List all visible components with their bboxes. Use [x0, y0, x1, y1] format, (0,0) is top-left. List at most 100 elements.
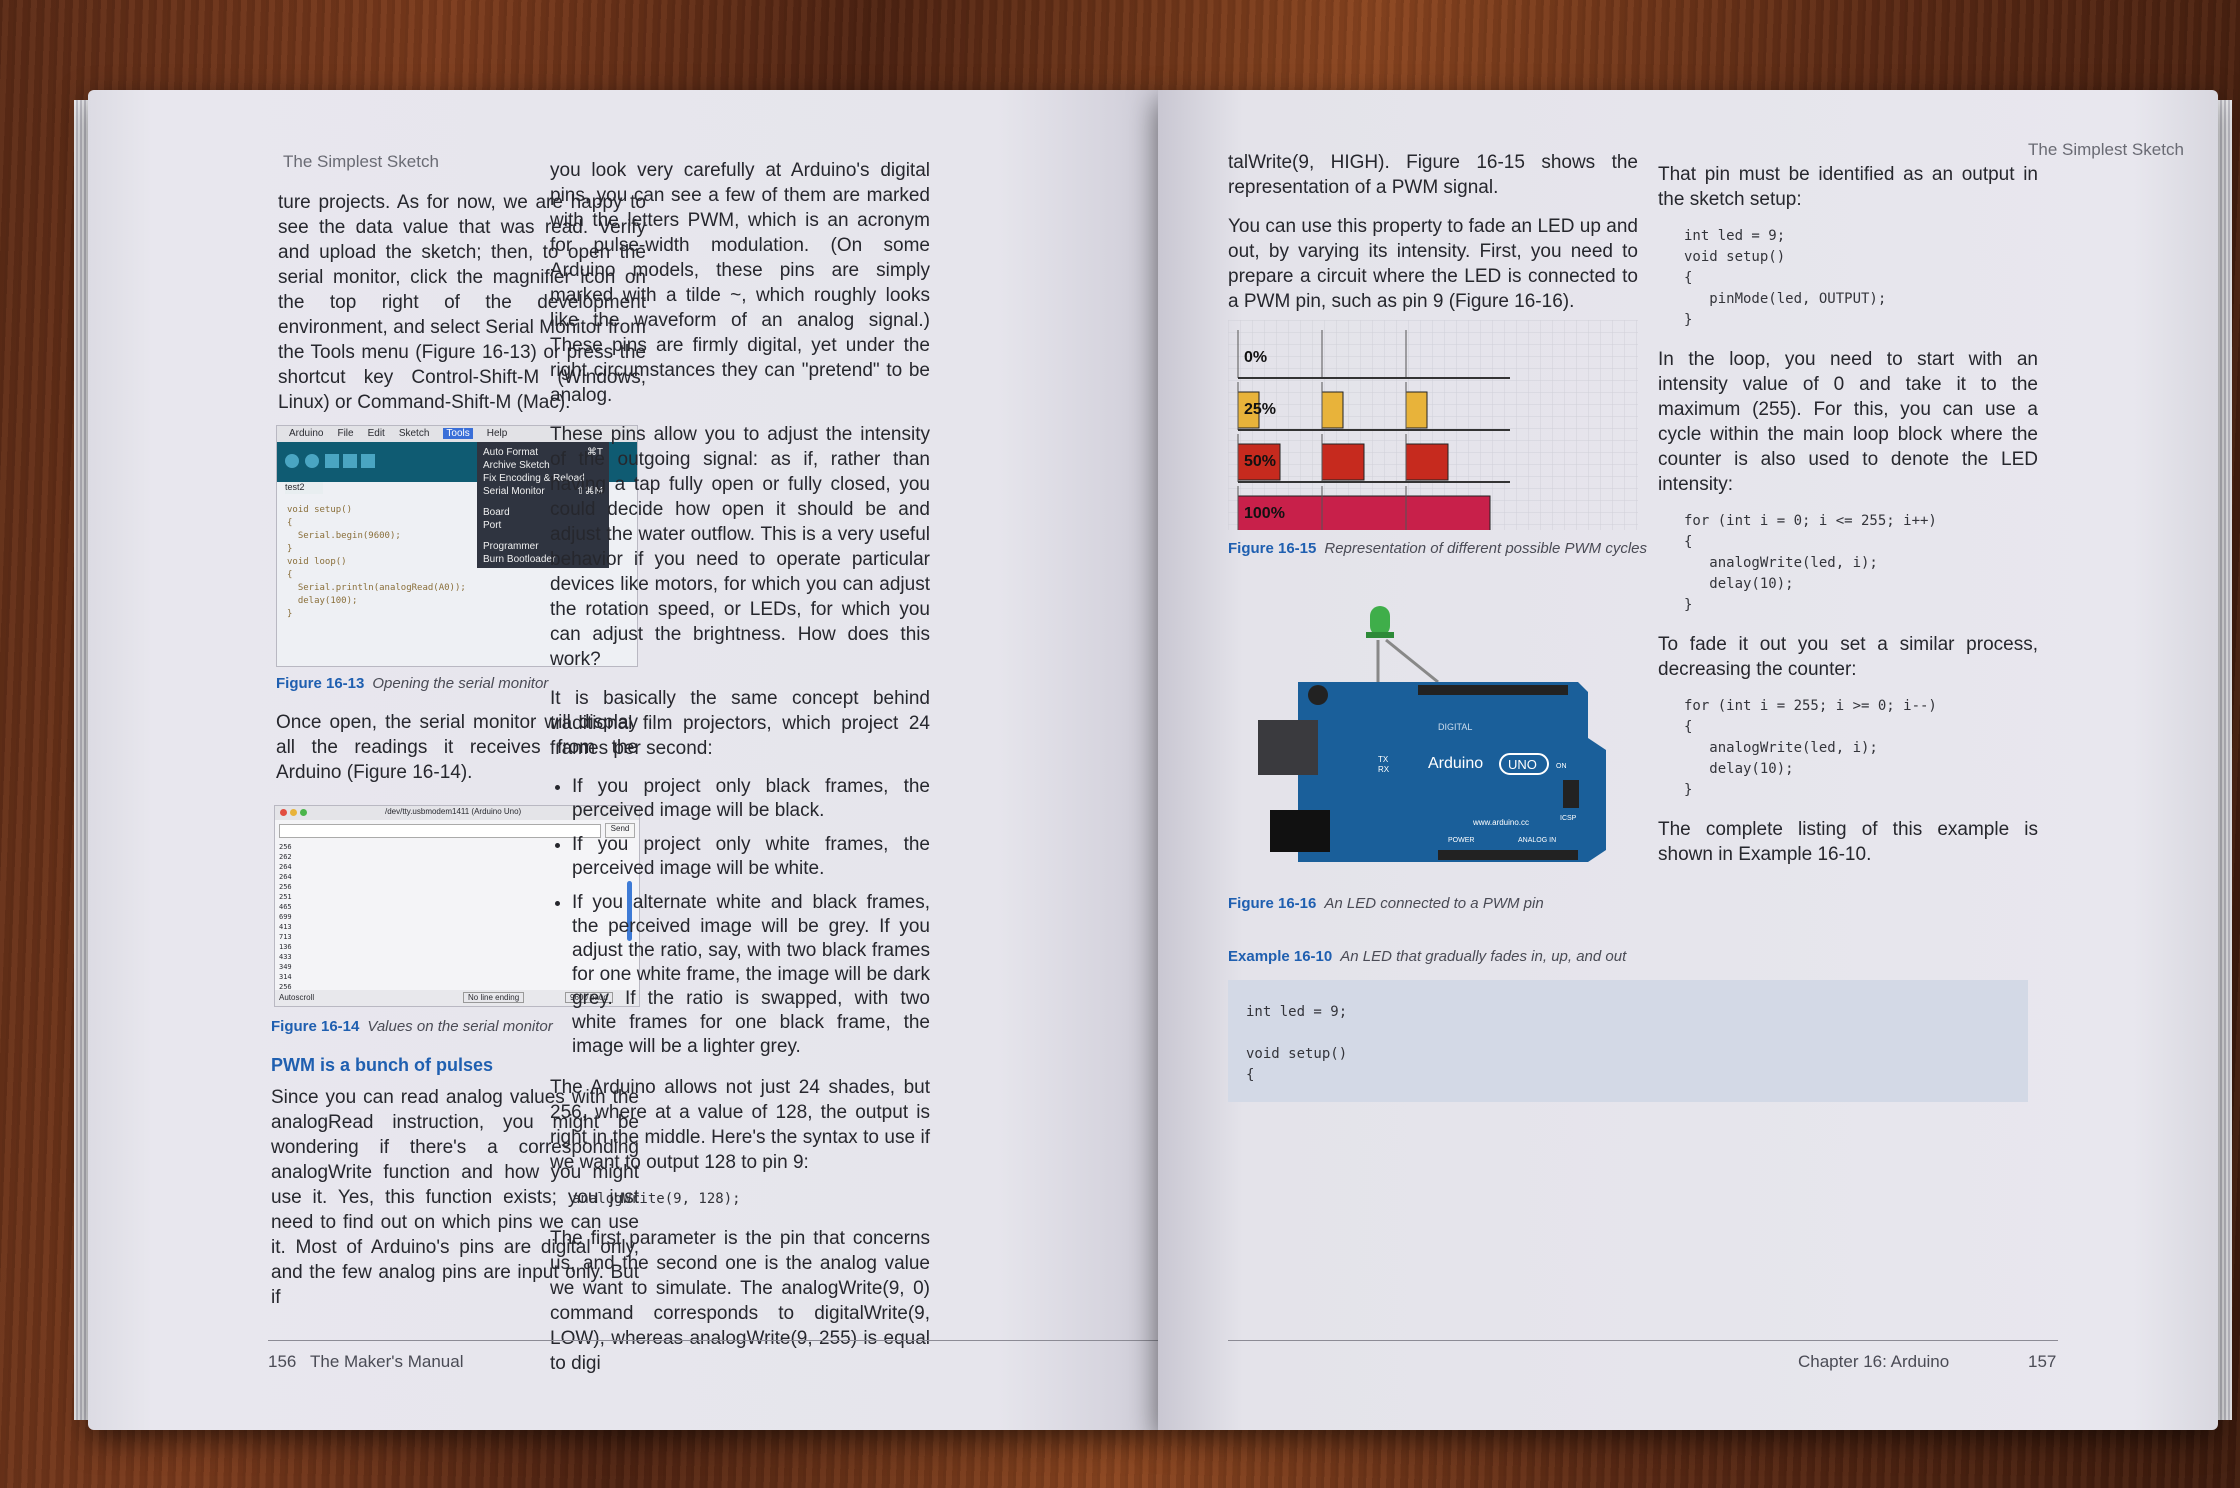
figure-16-13-label: Figure 16-13 — [276, 675, 365, 692]
right-col1-top: talWrite(9, HIGH). Figure 16-15 shows th… — [1228, 150, 1638, 328]
bullet-item: If you project only black frames, the pe… — [572, 775, 930, 823]
serial-value: 136 — [279, 943, 292, 951]
sketch-tab: test2 — [285, 482, 323, 494]
tools-menu-item: Port — [483, 520, 502, 531]
pwm-row-label: 0% — [1244, 349, 1267, 366]
figure-16-15-text: Representation of different possible PWM… — [1324, 540, 1648, 557]
sketch-code-preview: void setup() { Serial.begin(9600); } voi… — [287, 505, 466, 619]
left-col2-para-2: These pins allow you to adjust the inten… — [550, 424, 930, 670]
serial-value: 413 — [279, 923, 292, 931]
pwm-row-label: 50% — [1244, 453, 1276, 470]
left-col2-para-3: It is basically the same concept behind … — [550, 688, 930, 759]
arduino-board — [1298, 682, 1606, 862]
figure-16-14-caption: Figure 16-14 Values on the serial monitor — [271, 1018, 553, 1035]
open-icon — [343, 454, 357, 468]
minimize-dot-icon — [290, 809, 297, 816]
bullet-item: If you project only white frames, the pe… — [572, 833, 930, 881]
frames-bullet-list: If you project only black frames, the pe… — [550, 775, 930, 1059]
icsp-header — [1563, 780, 1579, 808]
pwm-pulse — [1321, 495, 1407, 530]
left-footer-title: The Maker's Manual — [310, 1352, 464, 1371]
right-para-1: talWrite(9, HIGH). Figure 16-15 shows th… — [1228, 152, 1638, 198]
example-code-box: int led = 9; void setup() { — [1228, 980, 2028, 1102]
left-col1-top: ture projects. As for now, we are happy … — [278, 190, 646, 429]
section-heading: PWM is a bunch of pulses — [271, 1055, 494, 1075]
example-code: int led = 9; void setup() { — [1246, 1004, 1348, 1083]
tools-menu-item: Serial Monitor ⇧⌘M — [483, 486, 603, 497]
serial-value: 256 — [279, 843, 292, 851]
serial-value: 465 — [279, 903, 292, 911]
menubar-item: File — [337, 428, 354, 439]
menubar-item: Edit — [367, 428, 385, 439]
left-para-2: Once open, the serial monitor will displ… — [276, 712, 638, 783]
pwm-row-label: 100% — [1244, 505, 1285, 522]
tools-menu-item: Board — [483, 507, 510, 518]
figure-16-16-text: An LED connected to a PWM pin — [1324, 895, 1544, 912]
serial-monitor-values-screenshot: /dev/tty.usbmodem1411 (Arduino Uno) Send… — [274, 805, 640, 1007]
upload-icon — [305, 454, 319, 468]
right-footer-chapter: Chapter 16: Arduino — [1798, 1352, 1950, 1371]
pwm-cycles-figure: 0% 25% 50% 100% — [1228, 320, 1638, 530]
right-footer-rule — [1228, 1340, 2058, 1341]
baud-select: 9600 baud — [565, 992, 613, 1003]
on-label: ON — [1556, 763, 1567, 770]
serial-value: 314 — [279, 973, 292, 981]
left-running-head: The Simplest Sketch — [283, 152, 439, 171]
right-running-head: The Simplest Sketch — [2028, 140, 2184, 159]
right-para-2: You can use this property to fade an LED… — [1228, 216, 1638, 312]
example-16-10-label: Example 16-10 — [1228, 948, 1333, 965]
close-dot-icon — [280, 809, 287, 816]
figure-16-14-text: Values on the serial monitor — [367, 1018, 553, 1035]
pwm-row-label: 25% — [1244, 401, 1276, 418]
usb-port — [1258, 720, 1318, 775]
new-icon — [325, 454, 339, 468]
serial-window-titlebar: /dev/tty.usbmodem1411 (Arduino Uno) — [275, 806, 639, 820]
board-model: UNO — [1508, 757, 1537, 772]
pwm-pulse — [1321, 443, 1365, 481]
left-page-edges — [74, 100, 88, 1420]
power-label: POWER — [1448, 837, 1474, 844]
figure-16-13-caption: Figure 16-13 Opening the serial monitor — [276, 675, 548, 692]
left-col1-mid: Once open, the serial monitor will displ… — [276, 710, 638, 799]
right-col2-para-4: The complete listing of this example is … — [1658, 819, 2038, 865]
analogwrite-code: analogWrite(9, 128); — [572, 1191, 741, 1207]
digital-header — [1418, 685, 1568, 695]
tools-menu-item: Programmer — [483, 541, 539, 552]
left-para-1: ture projects. As for now, we are happy … — [278, 192, 646, 413]
menubar-item: Sketch — [398, 428, 430, 439]
right-page-number: 157 — [2028, 1352, 2057, 1371]
digital-label: DIGITAL — [1438, 722, 1472, 732]
led-icon — [1366, 606, 1439, 684]
board-name: Arduino — [1428, 755, 1483, 772]
serial-value: 262 — [279, 853, 292, 861]
left-footer-rule — [268, 1340, 1168, 1341]
menubar-item: Help — [486, 428, 508, 439]
left-col1-bottom: Since you can read analog values with th… — [271, 1085, 639, 1324]
fade-down-code: for (int i = 255; i >= 0; i--) { analogW… — [1684, 698, 1937, 798]
zoom-dot-icon — [300, 809, 307, 816]
menubar-item: Tools — [443, 428, 473, 439]
right-col2-para-3: To fade it out you set a similar process… — [1658, 634, 2038, 680]
tools-menu: Auto Format ⌘T Archive Sketch Fix Encoding… — [477, 442, 609, 568]
tools-menu-item: Burn Bootloader — [483, 554, 556, 565]
pwm-pulse — [1237, 443, 1281, 481]
left-col2-para-5: The first parameter is the pin that conc… — [550, 1228, 930, 1374]
example-16-10-text: An LED that gradually fades in, up, and … — [1340, 948, 1627, 965]
figure-16-16-caption: Figure 16-16 An LED connected to a PWM pi… — [1228, 895, 1544, 912]
line-ending-select: No line ending — [463, 992, 525, 1003]
right-col2-para-1: That pin must be identified as an output… — [1658, 164, 2038, 210]
verify-icon — [285, 454, 299, 468]
serial-value: 699 — [279, 913, 292, 921]
serial-value: 264 — [279, 873, 292, 881]
pwm-pulse — [1405, 495, 1491, 530]
pwm-pulse — [1405, 391, 1428, 429]
serial-input — [279, 824, 601, 838]
serial-value: 433 — [279, 953, 292, 961]
serial-value: 256 — [279, 983, 292, 991]
analog-header — [1438, 850, 1578, 860]
tx-label: TX — [1378, 755, 1389, 764]
serial-statusbar: Autoscroll No line ending 9600 baud — [275, 990, 639, 1006]
figure-16-15-label: Figure 16-15 — [1228, 540, 1317, 557]
figure-16-15-caption: Figure 16-15 Representation of different … — [1228, 538, 1648, 560]
fade-up-code: for (int i = 0; i <= 255; i++) { analogW… — [1684, 513, 1937, 613]
